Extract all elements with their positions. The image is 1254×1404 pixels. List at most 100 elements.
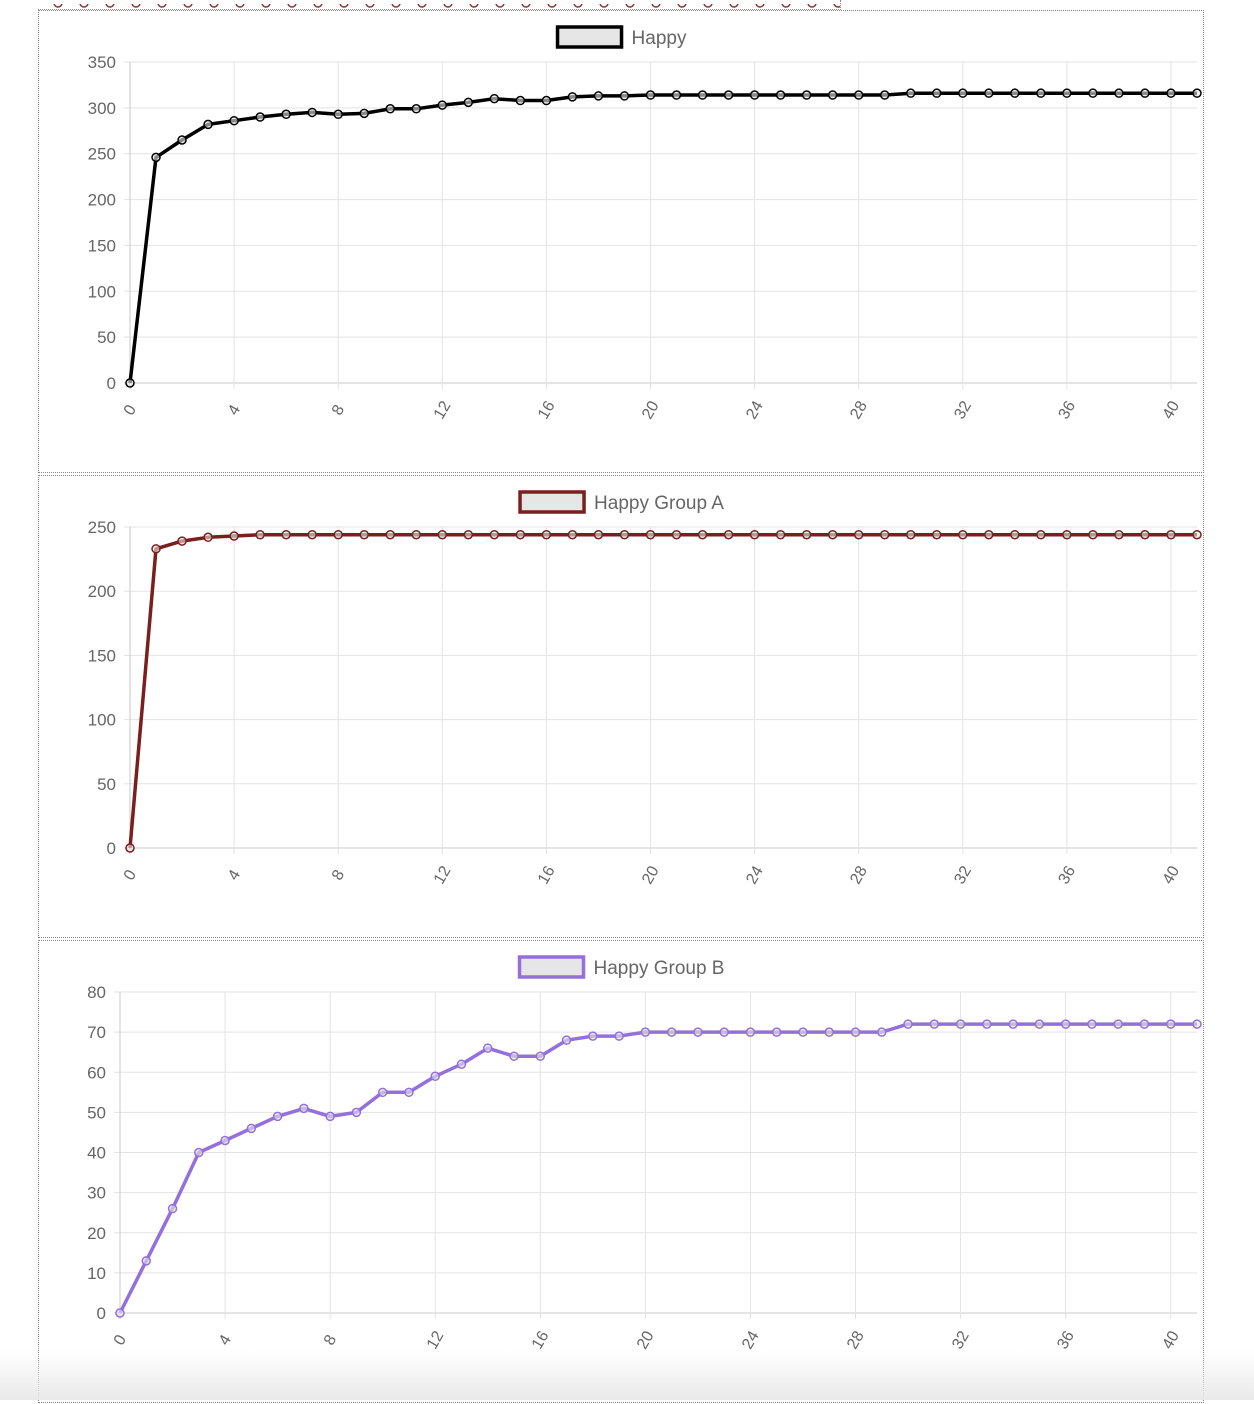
data-point[interactable] [411, 529, 422, 540]
data-point[interactable] [1060, 1019, 1071, 1029]
data-point[interactable] [463, 97, 474, 108]
data-point[interactable] [671, 529, 682, 540]
data-point[interactable] [671, 90, 682, 100]
data-point[interactable] [1088, 529, 1098, 540]
data-point[interactable] [775, 90, 786, 100]
data-point[interactable] [850, 1027, 861, 1037]
data-point[interactable] [853, 90, 864, 100]
data-point[interactable] [567, 92, 578, 102]
data-point[interactable] [203, 119, 213, 130]
data-point[interactable] [255, 529, 265, 540]
data-point[interactable] [1192, 1019, 1202, 1029]
data-point[interactable] [430, 1071, 440, 1082]
data-point[interactable] [982, 1019, 992, 1029]
data-point[interactable] [879, 90, 890, 100]
data-point[interactable] [333, 529, 343, 540]
data-point[interactable] [1192, 529, 1202, 540]
data-point[interactable] [359, 108, 369, 119]
data-point[interactable] [614, 1031, 624, 1041]
data-point[interactable] [827, 90, 838, 100]
data-point[interactable] [640, 1027, 651, 1037]
data-point[interactable] [351, 1107, 362, 1118]
data-point[interactable] [359, 529, 369, 540]
data-point[interactable] [666, 1027, 677, 1037]
data-point[interactable] [229, 115, 239, 126]
data-point[interactable] [1087, 1019, 1097, 1029]
data-point[interactable] [645, 529, 656, 540]
data-point[interactable] [151, 152, 161, 163]
data-point[interactable] [1010, 88, 1020, 98]
data-point[interactable] [177, 135, 187, 145]
data-point[interactable] [255, 112, 265, 122]
data-point[interactable] [404, 1087, 414, 1098]
data-point[interactable] [515, 95, 526, 106]
data-point[interactable] [1036, 529, 1046, 540]
data-point[interactable] [203, 532, 213, 543]
data-point[interactable] [1113, 1019, 1123, 1029]
data-point[interactable] [588, 1031, 598, 1041]
data-point[interactable] [1008, 1019, 1018, 1029]
data-point[interactable] [853, 529, 864, 540]
data-point[interactable] [299, 1103, 309, 1114]
data-point[interactable] [325, 1111, 335, 1122]
data-point[interactable] [489, 529, 500, 540]
data-point[interactable] [125, 843, 135, 853]
data-point[interactable] [932, 529, 942, 540]
data-point[interactable] [619, 529, 630, 540]
data-point[interactable] [645, 90, 656, 100]
data-point[interactable] [619, 91, 630, 101]
data-point[interactable] [125, 378, 135, 388]
data-point[interactable] [1062, 88, 1072, 98]
data-point[interactable] [1140, 88, 1150, 98]
data-point[interactable] [697, 529, 708, 540]
data-point[interactable] [984, 529, 994, 540]
data-point[interactable] [489, 93, 500, 104]
data-point[interactable] [955, 1019, 966, 1029]
data-point[interactable] [1140, 529, 1150, 540]
data-point[interactable] [385, 104, 395, 114]
data-point[interactable] [561, 1035, 572, 1045]
data-point[interactable] [903, 1019, 913, 1029]
data-point[interactable] [932, 88, 942, 98]
data-point[interactable] [697, 90, 708, 100]
data-point[interactable] [177, 536, 187, 546]
data-point[interactable] [693, 1027, 703, 1037]
data-point[interactable] [246, 1123, 257, 1134]
data-point[interactable] [115, 1308, 125, 1318]
data-point[interactable] [827, 529, 838, 540]
data-point[interactable] [958, 529, 968, 540]
data-point[interactable] [567, 529, 578, 540]
data-point[interactable] [771, 1027, 782, 1037]
data-point[interactable] [1166, 88, 1176, 98]
data-point[interactable] [541, 95, 552, 106]
data-point[interactable] [905, 529, 916, 540]
data-point[interactable] [958, 88, 968, 98]
data-point[interactable] [775, 529, 786, 540]
data-point[interactable] [437, 100, 448, 110]
legend[interactable]: Happy Group A [518, 490, 724, 514]
data-point[interactable] [1010, 529, 1020, 540]
data-point[interactable] [723, 529, 734, 540]
data-point[interactable] [1139, 1019, 1150, 1029]
data-point[interactable] [593, 529, 604, 540]
data-point[interactable] [483, 1043, 493, 1053]
legend[interactable]: Happy Group B [517, 955, 725, 979]
data-point[interactable] [541, 529, 552, 540]
data-point[interactable] [984, 88, 994, 98]
data-point[interactable] [749, 529, 760, 540]
legend[interactable]: Happy [555, 25, 687, 49]
data-point[interactable] [593, 91, 604, 101]
data-point[interactable] [385, 529, 395, 540]
data-point[interactable] [929, 1019, 940, 1029]
data-point[interactable] [1088, 88, 1098, 98]
data-point[interactable] [1165, 1019, 1176, 1029]
data-point[interactable] [515, 529, 526, 540]
data-point[interactable] [411, 104, 422, 114]
data-point[interactable] [877, 1027, 887, 1037]
data-point[interactable] [1062, 529, 1072, 540]
data-point[interactable] [281, 529, 291, 540]
data-point[interactable] [798, 1027, 808, 1037]
data-point[interactable] [801, 90, 812, 100]
data-point[interactable] [281, 109, 291, 120]
data-point[interactable] [879, 529, 890, 540]
